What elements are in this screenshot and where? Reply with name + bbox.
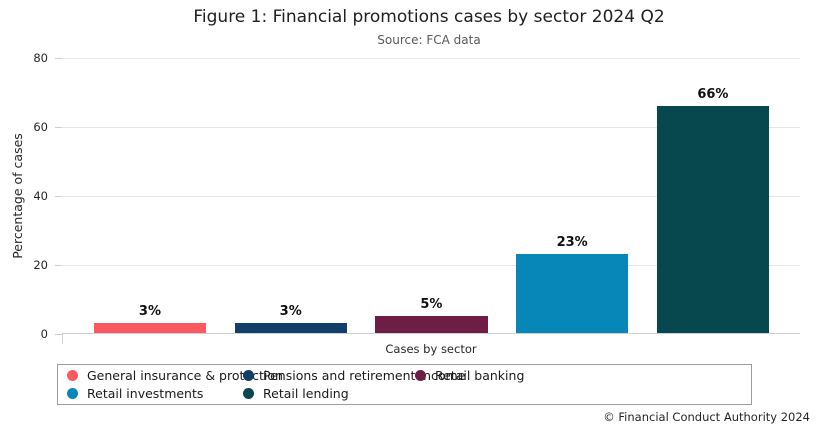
gridline — [62, 127, 800, 128]
legend-item-label: Retail lending — [263, 386, 349, 401]
copyright: © Financial Conduct Authority 2024 — [603, 410, 810, 424]
legend-item: Retail banking — [415, 368, 751, 383]
y-axis-tick — [55, 265, 62, 266]
chart-subtitle: Source: FCA data — [377, 33, 481, 47]
legend-item: Pensions and retirement Income — [243, 368, 465, 383]
y-axis-tick — [55, 196, 62, 197]
legend-item-label: Retail banking — [435, 368, 525, 383]
legend-item-label: Pensions and retirement Income — [263, 368, 466, 383]
bar-value-label: 5% — [420, 296, 443, 312]
bar-value-label: 3% — [138, 303, 161, 319]
bar-value-label: 3% — [279, 303, 302, 319]
y-axis-tick-label: 80 — [33, 50, 48, 65]
legend-dot-icon — [67, 388, 78, 399]
bar: 5% — [375, 297, 488, 333]
y-axis-tick-label: 60 — [33, 119, 48, 134]
legend-dot-icon — [415, 370, 426, 381]
x-axis-title: Cases by sector — [385, 342, 477, 356]
legend-dot-icon — [243, 370, 254, 381]
bar: 66% — [656, 87, 769, 333]
legend-item: General insurance & protection — [67, 368, 283, 383]
gridline — [62, 196, 800, 197]
legend-dot-icon — [67, 370, 78, 381]
legend: General insurance & protection Pensions a… — [57, 364, 752, 405]
legend-item-label: General insurance & protection — [87, 368, 283, 383]
gridline — [62, 265, 800, 266]
bar: 3% — [234, 304, 347, 333]
y-axis-tick-label: 0 — [40, 326, 48, 341]
legend-item-label: Retail investments — [87, 386, 204, 401]
y-axis-tick-label: 40 — [33, 188, 48, 203]
legend-item: Retail investments — [67, 386, 243, 401]
y-axis-tick — [55, 127, 62, 128]
legend-item: Retail lending — [243, 386, 415, 401]
bar-value-label: 66% — [697, 87, 729, 103]
chart-title: Figure 1: Financial promotions cases by … — [193, 7, 665, 27]
x-axis-corner-tick — [62, 333, 63, 344]
legend-dot-icon — [243, 388, 254, 399]
bar: 3% — [93, 304, 207, 333]
bar: 23% — [516, 235, 629, 333]
bar-value-label: 23% — [556, 234, 588, 250]
plot-area: 0 20 40 60 80 3% 3% 5% 23% 66% — [33, 51, 800, 344]
y-axis-tick — [55, 334, 62, 335]
y-axis-tick-label: 20 — [33, 257, 48, 272]
gridline — [62, 58, 800, 59]
y-axis-tick — [55, 58, 62, 59]
